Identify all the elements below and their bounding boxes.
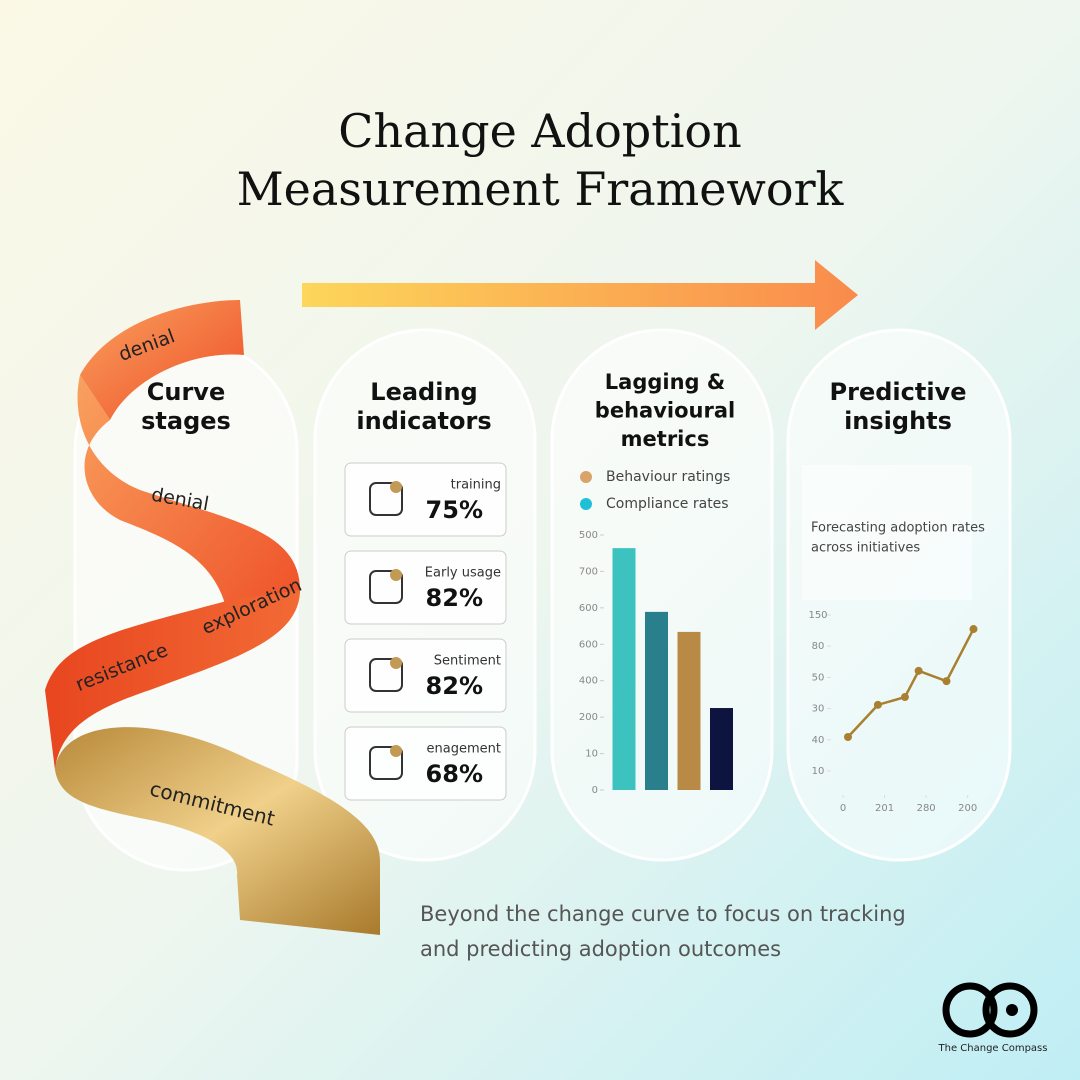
ribbon-segment xyxy=(55,727,380,935)
indicator-label: Early usage xyxy=(425,566,501,581)
indicator-value: 82% xyxy=(426,672,483,700)
legend-dot xyxy=(580,498,592,510)
footer-line: and predicting adoption outcomes xyxy=(420,937,781,961)
ribbon-segment xyxy=(77,375,300,640)
indicator-card xyxy=(344,462,507,537)
indicator-card xyxy=(344,638,507,713)
column-heading: Lagging & xyxy=(605,370,725,394)
legend-label: Compliance rates xyxy=(606,496,729,512)
y-tick-label: 10 xyxy=(585,749,598,760)
indicator-label: Sentiment xyxy=(434,654,501,669)
data-line xyxy=(847,628,975,738)
y-tick-label: 80 xyxy=(812,641,825,652)
indicator-icon-accent xyxy=(390,745,402,757)
data-point xyxy=(914,666,923,675)
indicator-icon xyxy=(369,482,403,516)
indicator-cards: training 75% Early usage 82% Sentiment 82% ena… xyxy=(344,462,507,801)
column-heading: metrics xyxy=(621,427,710,451)
column-heading: Curve xyxy=(147,378,225,406)
data-point xyxy=(969,625,978,634)
indicator-card xyxy=(344,726,507,801)
chart-subtitle: Forecasting adoption rates xyxy=(811,521,985,536)
indicator-value: 82% xyxy=(426,584,483,612)
column-heading: stages xyxy=(141,407,231,435)
column-heading: Leading xyxy=(370,378,477,406)
y-tick-label: 50 xyxy=(812,672,825,683)
column-heading: behavioural xyxy=(595,399,735,423)
bar xyxy=(677,631,701,790)
y-tick-label: 500 xyxy=(579,530,598,541)
indicator-icon-accent xyxy=(390,569,402,581)
column-heading: indicators xyxy=(356,407,491,435)
x-tick-label: 201 xyxy=(875,803,894,814)
data-point xyxy=(873,700,882,709)
indicator-value: 75% xyxy=(426,496,483,524)
indicator-icon xyxy=(369,570,403,604)
x-tick-label: 280 xyxy=(917,803,936,814)
title-line: Change Adoption xyxy=(338,104,742,158)
y-tick-label: 40 xyxy=(812,735,825,746)
indicator-card xyxy=(344,550,507,625)
bar xyxy=(645,611,668,790)
x-tick-label: 200 xyxy=(958,803,977,814)
data-point xyxy=(843,732,852,741)
legend-dot xyxy=(580,471,592,483)
y-tick-label: 0 xyxy=(592,785,598,796)
data-point xyxy=(900,693,909,702)
logo xyxy=(942,982,1038,1038)
charts: Behaviour ratings Compliance rates 0 10 200 4… xyxy=(579,465,985,814)
y-tick-label: 400 xyxy=(579,676,598,687)
y-tick-label: 200 xyxy=(579,712,598,723)
bar xyxy=(710,708,733,790)
ribbon-segment xyxy=(80,300,244,420)
indicator-icon xyxy=(369,746,403,780)
indicator-value: 68% xyxy=(426,760,483,788)
chart-subtitle: across initiatives xyxy=(811,541,920,556)
logo-text: The Change Compass xyxy=(938,1043,1048,1054)
footer-line: Beyond the change curve to focus on trac… xyxy=(420,902,906,926)
x-tick-label: 0 xyxy=(840,803,846,814)
indicator-icon xyxy=(369,658,403,692)
legend-label: Behaviour ratings xyxy=(606,469,730,485)
indicator-icon-accent xyxy=(390,657,402,669)
column-heading: Predictive xyxy=(830,378,967,406)
column-heading: insights xyxy=(844,407,952,435)
subtitle-panel xyxy=(802,465,972,600)
y-tick-label: 10 xyxy=(812,766,825,777)
progress-arrow xyxy=(302,260,858,330)
indicator-label: enagement xyxy=(427,742,501,757)
y-tick-label: 30 xyxy=(812,704,825,715)
y-tick-label: 700 xyxy=(579,566,598,577)
indicator-icon-accent xyxy=(390,481,402,493)
y-tick-label: 150 xyxy=(808,610,827,621)
y-tick-label: 600 xyxy=(579,603,598,614)
ribbon-segment xyxy=(45,590,300,770)
ribbon xyxy=(45,300,380,935)
data-point xyxy=(942,677,951,686)
indicator-label: training xyxy=(451,478,501,493)
title-line: Measurement Framework xyxy=(237,162,845,216)
bar xyxy=(612,548,636,790)
y-tick-label: 600 xyxy=(579,639,598,650)
